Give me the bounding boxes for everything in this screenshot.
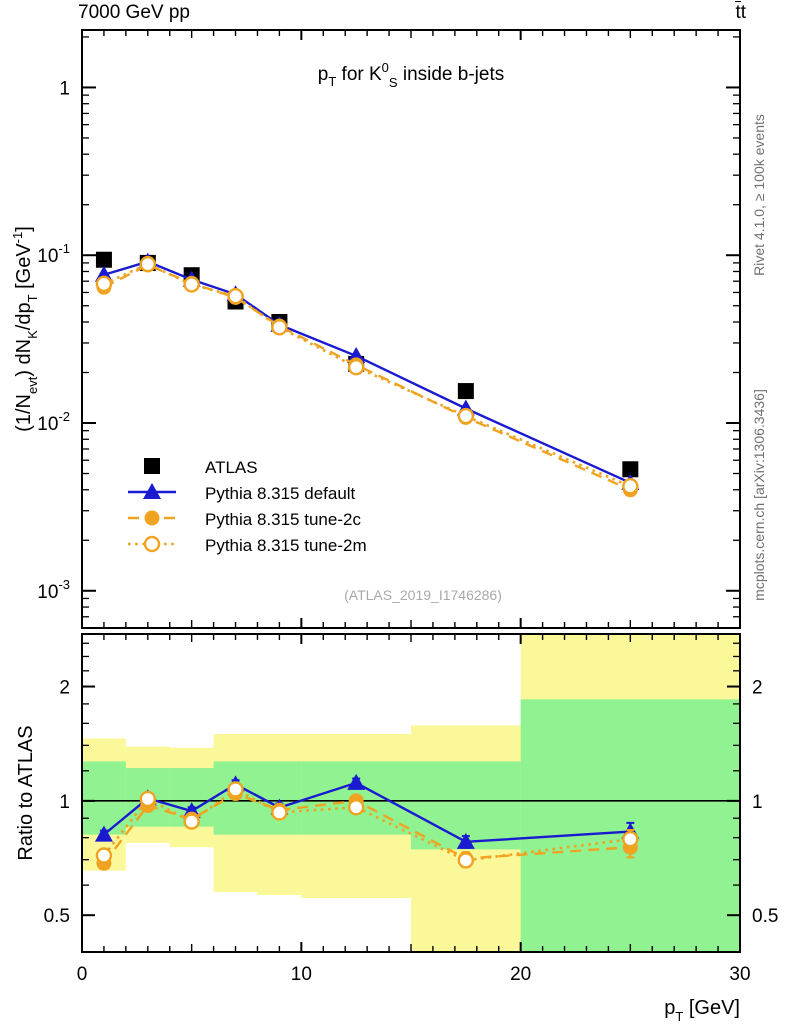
- legend-marker-filled-triangle: [143, 483, 161, 499]
- ratio-y-ticklabel-right: 2: [752, 678, 763, 699]
- ratio-y-ticklabel-left: 0.5: [44, 906, 70, 927]
- ratio-data-point: [227, 781, 244, 798]
- dataset-watermark: (ATLAS_2019_I1746286): [344, 587, 502, 603]
- data-point: [622, 478, 639, 495]
- main-y-ticklabel: 10-1: [37, 241, 70, 267]
- ratio-data-point: [94, 825, 113, 842]
- data-point: [95, 275, 113, 293]
- side-text-mcplots: mcplots.cern.ch [arXiv:1306.3436]: [751, 389, 767, 601]
- main-series-0: [95, 251, 639, 478]
- main-series-3: [95, 255, 639, 495]
- main-y-ticklabel: 10-2: [37, 409, 70, 435]
- series-line: [103, 263, 631, 491]
- x-ticks: [81, 30, 741, 628]
- ratio-data-point: [95, 847, 113, 864]
- ratio-data-point: [457, 852, 475, 869]
- series-line: [103, 260, 631, 484]
- ratio-y-ticklabel-left: 1: [59, 792, 70, 813]
- legend-label: Pythia 8.315 tune-2c: [205, 510, 361, 529]
- main-y-ticklabel: 1: [59, 78, 70, 99]
- header-right-process: tt: [735, 1, 746, 23]
- data-point: [457, 407, 475, 425]
- x-ticklabel: 30: [729, 964, 750, 985]
- data-point: [95, 251, 112, 268]
- ratio-series-2: [95, 781, 639, 869]
- main-series-2: [96, 257, 638, 498]
- x-ticklabel: 10: [291, 964, 312, 985]
- data-point: [457, 383, 474, 400]
- ratio-data-point: [139, 790, 157, 808]
- ratio-y-ticklabel-right: 1: [752, 792, 763, 813]
- side-text-rivet: Rivet 4.1.0, ≥ 100k events: [751, 114, 767, 276]
- data-point: [347, 359, 365, 376]
- legend-marker-open-circle: [143, 535, 161, 553]
- legend-label: Pythia 8.315 default: [205, 484, 356, 503]
- data-point: [183, 276, 200, 293]
- main-y-ticks: [82, 36, 740, 629]
- x-ticklabel: 20: [510, 964, 531, 985]
- band-green: [82, 761, 126, 835]
- plot-title: pT for K0S inside b-jets: [318, 60, 505, 90]
- header-left: 7000 GeV pp: [78, 2, 190, 23]
- x-ticks: [81, 634, 741, 952]
- legend-marker-filled-circle: [144, 510, 160, 526]
- ratio-data-point: [347, 773, 366, 790]
- y-axis-label: (1/Nevt) dNK/dpT [GeV-1]: [10, 226, 40, 432]
- ratio-data-point: [622, 830, 639, 848]
- legend-label: Pythia 8.315 tune-2m: [205, 536, 367, 555]
- series-line: [103, 262, 631, 488]
- legend-entry-0: ATLAS: [144, 458, 258, 477]
- ratio-uncertainty-bands: [82, 634, 740, 952]
- data-point: [271, 319, 288, 336]
- main-panel-frame: [81, 29, 741, 629]
- data-point: [227, 287, 244, 305]
- ratio-data-point: [456, 832, 475, 849]
- legend-label: ATLAS: [205, 458, 258, 477]
- band-green: [257, 761, 302, 835]
- legend-entry-3: Pythia 8.315 tune-2m: [128, 535, 367, 555]
- ratio-data-point: [347, 799, 365, 816]
- ratio-y-ticklabel-left: 2: [59, 678, 70, 699]
- x-axis-label: pT [GeV]: [664, 997, 740, 1024]
- ratio-y-axis-label: Ratio to ATLAS: [15, 725, 37, 860]
- ratio-data-point: [183, 813, 200, 830]
- data-point: [622, 461, 639, 478]
- ratio-data-point: [271, 804, 288, 821]
- ratio-series-line: [102, 792, 631, 864]
- main-y-ticklabel: 10-3: [37, 577, 70, 603]
- ratio-y-ticklabel-right: 0.5: [752, 906, 778, 927]
- ratio-series-line: [102, 787, 631, 862]
- legend-entry-1: Pythia 8.315 default: [128, 483, 356, 503]
- data-point: [139, 255, 157, 273]
- x-ticklabel: 0: [77, 964, 88, 985]
- legend-entry-2: Pythia 8.315 tune-2c: [128, 510, 361, 529]
- legend-marker-filled-square: [144, 458, 160, 474]
